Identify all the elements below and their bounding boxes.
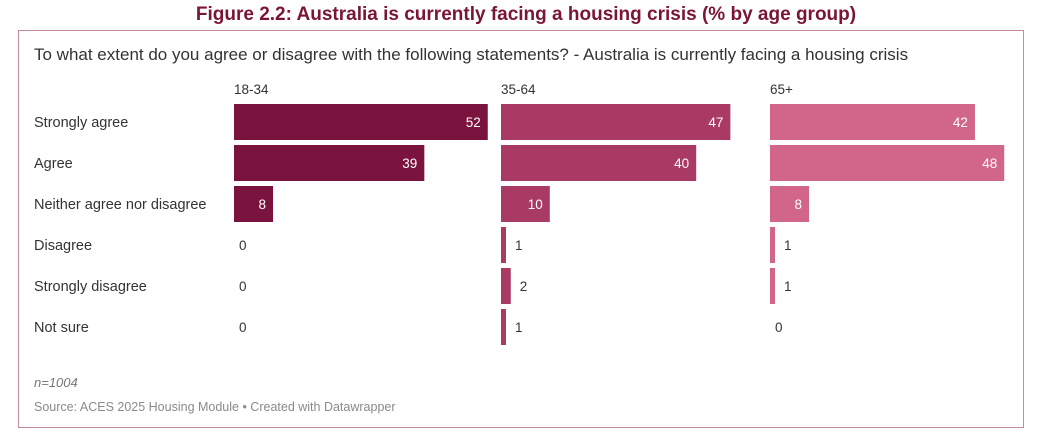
bar <box>234 145 425 181</box>
category-label: Strongly agree <box>34 115 128 131</box>
bar <box>501 268 511 304</box>
data-label: 1 <box>515 320 523 335</box>
bar <box>501 104 731 140</box>
category-label: Strongly disagree <box>34 279 147 295</box>
data-label: 0 <box>239 238 247 253</box>
data-label: 39 <box>402 156 417 171</box>
bar <box>770 104 975 140</box>
bar <box>770 145 1005 181</box>
bar <box>770 186 810 222</box>
category-label: Agree <box>34 156 73 172</box>
bar <box>501 186 550 222</box>
category-label: Disagree <box>34 238 92 254</box>
panel-header: 65+ <box>770 82 793 97</box>
data-label: 0 <box>775 320 783 335</box>
bar <box>770 227 775 263</box>
data-label: 48 <box>982 156 997 171</box>
data-label: 1 <box>784 279 792 294</box>
chart-frame <box>18 30 1024 428</box>
bar <box>234 186 274 222</box>
bar <box>501 227 506 263</box>
data-label: 47 <box>708 115 723 130</box>
data-label: 42 <box>953 115 968 130</box>
data-label: 40 <box>674 156 689 171</box>
bar <box>501 309 506 345</box>
category-label: Neither agree nor disagree <box>34 197 207 213</box>
bar <box>770 268 775 304</box>
data-label: 10 <box>528 197 543 212</box>
data-label: 0 <box>239 279 247 294</box>
source-credit: Source: ACES 2025 Housing Module • Creat… <box>34 400 396 414</box>
sample-size-note: n=1004 <box>34 375 78 390</box>
data-label: 8 <box>259 197 267 212</box>
data-label: 1 <box>784 238 792 253</box>
data-label: 2 <box>520 279 528 294</box>
data-label: 8 <box>795 197 803 212</box>
data-label: 1 <box>515 238 523 253</box>
category-label: Not sure <box>34 320 89 336</box>
bar <box>234 104 488 140</box>
data-label: 52 <box>466 115 481 130</box>
panel-header: 18-34 <box>234 82 269 97</box>
bar <box>501 145 697 181</box>
panel-header: 35-64 <box>501 82 536 97</box>
chart-question: To what extent do you agree or disagree … <box>34 45 909 64</box>
data-label: 0 <box>239 320 247 335</box>
figure-title: Figure 2.2: Australia is currently facin… <box>195 4 857 25</box>
